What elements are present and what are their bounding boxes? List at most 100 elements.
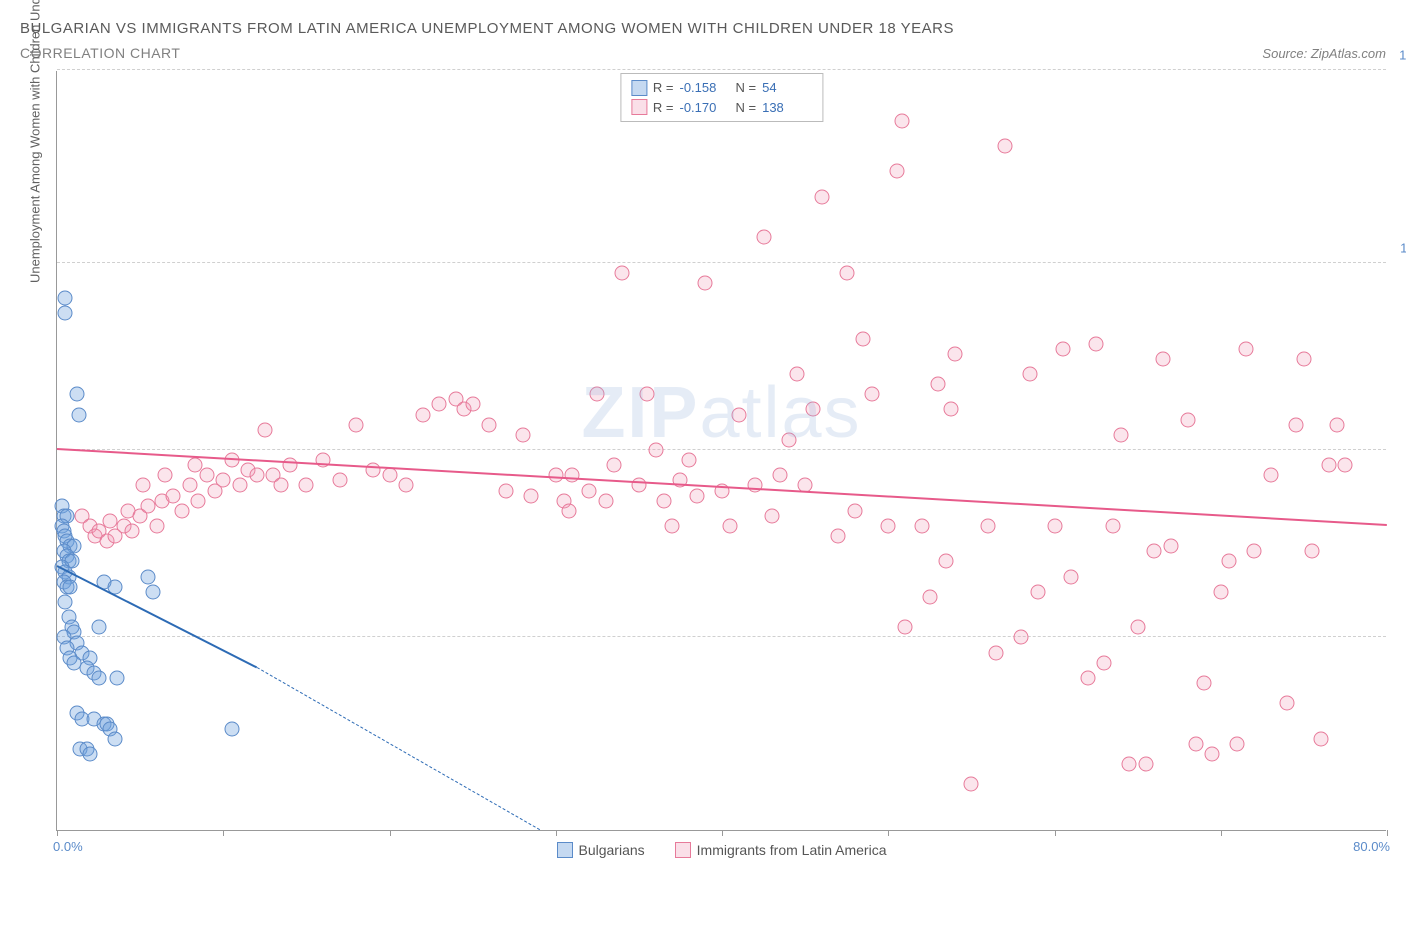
source-credit: Source: ZipAtlas.com [1262, 46, 1386, 61]
data-point [109, 671, 124, 686]
data-point [1122, 757, 1137, 772]
data-point [1338, 458, 1353, 473]
data-point [63, 579, 78, 594]
data-point [136, 478, 151, 493]
stats-row-pink: R = -0.170 N = 138 [631, 98, 812, 118]
data-point [199, 468, 214, 483]
data-point [216, 473, 231, 488]
chart-subtitle: CORRELATION CHART [20, 45, 180, 61]
trend-line [57, 448, 1387, 526]
data-point [964, 777, 979, 792]
subtitle-row: CORRELATION CHART Source: ZipAtlas.com [20, 45, 1386, 61]
data-point [515, 427, 530, 442]
data-point [731, 407, 746, 422]
data-point [1155, 351, 1170, 366]
swatch-pink-icon [631, 99, 647, 115]
chart-container: BULGARIAN VS IMMIGRANTS FROM LATIN AMERI… [20, 20, 1386, 910]
legend-label-blue: Bulgarians [579, 842, 645, 858]
n-label: N = [736, 78, 757, 98]
data-point [606, 458, 621, 473]
data-point [1321, 458, 1336, 473]
data-point [897, 620, 912, 635]
data-point [1330, 417, 1345, 432]
r-label: R = [653, 78, 674, 98]
data-point [1222, 554, 1237, 569]
data-point [498, 483, 513, 498]
data-point [723, 519, 738, 534]
data-point [332, 473, 347, 488]
data-point [939, 554, 954, 569]
data-point [71, 407, 86, 422]
data-point [232, 478, 247, 493]
data-point [183, 478, 198, 493]
data-point [174, 503, 189, 518]
data-point [748, 478, 763, 493]
data-point [1097, 655, 1112, 670]
data-point [523, 488, 538, 503]
data-point [108, 731, 123, 746]
legend-label-pink: Immigrants from Latin America [697, 842, 887, 858]
grid-line [57, 449, 1386, 450]
y-tick-label: 3.8% [1391, 615, 1406, 630]
y-axis-title: Unemployment Among Women with Children U… [28, 0, 43, 283]
data-point [158, 468, 173, 483]
data-point [656, 493, 671, 508]
data-point [764, 508, 779, 523]
n-label: N = [736, 98, 757, 118]
x-tick [1055, 830, 1056, 836]
data-point [582, 483, 597, 498]
data-point [1205, 747, 1220, 762]
data-point [224, 721, 239, 736]
data-point [1163, 539, 1178, 554]
data-point [91, 671, 106, 686]
data-point [856, 331, 871, 346]
plot-area: Unemployment Among Women with Children U… [56, 71, 1386, 831]
data-point [58, 306, 73, 321]
data-point [1114, 427, 1129, 442]
data-point [831, 529, 846, 544]
data-point [1280, 696, 1295, 711]
data-point [989, 645, 1004, 660]
source-label: Source: [1262, 46, 1307, 61]
data-point [931, 377, 946, 392]
x-tick [556, 830, 557, 836]
swatch-blue-icon [557, 842, 573, 858]
data-point [1247, 544, 1262, 559]
data-point [149, 519, 164, 534]
data-point [848, 503, 863, 518]
data-point [465, 397, 480, 412]
data-point [1022, 367, 1037, 382]
data-point [83, 747, 98, 762]
data-point [565, 468, 580, 483]
swatch-pink-icon [675, 842, 691, 858]
data-point [166, 488, 181, 503]
data-point [1080, 671, 1095, 686]
r-label: R = [653, 98, 674, 118]
data-point [432, 397, 447, 412]
data-point [1288, 417, 1303, 432]
data-point [58, 291, 73, 306]
watermark-bold: ZIP [581, 373, 699, 453]
data-point [69, 387, 84, 402]
data-point [1197, 676, 1212, 691]
data-point [944, 402, 959, 417]
data-point [58, 595, 73, 610]
x-tick [722, 830, 723, 836]
data-point [141, 569, 156, 584]
data-point [399, 478, 414, 493]
x-tick [57, 830, 58, 836]
data-point [382, 468, 397, 483]
data-point [415, 407, 430, 422]
data-point [839, 265, 854, 280]
data-point [914, 519, 929, 534]
data-point [598, 493, 613, 508]
x-tick [223, 830, 224, 836]
data-point [146, 584, 161, 599]
n-value-pink: 138 [762, 98, 812, 118]
x-min-label: 0.0% [53, 839, 83, 854]
data-point [1030, 584, 1045, 599]
x-tick [390, 830, 391, 836]
data-point [922, 589, 937, 604]
data-point [274, 478, 289, 493]
data-point [1130, 620, 1145, 635]
